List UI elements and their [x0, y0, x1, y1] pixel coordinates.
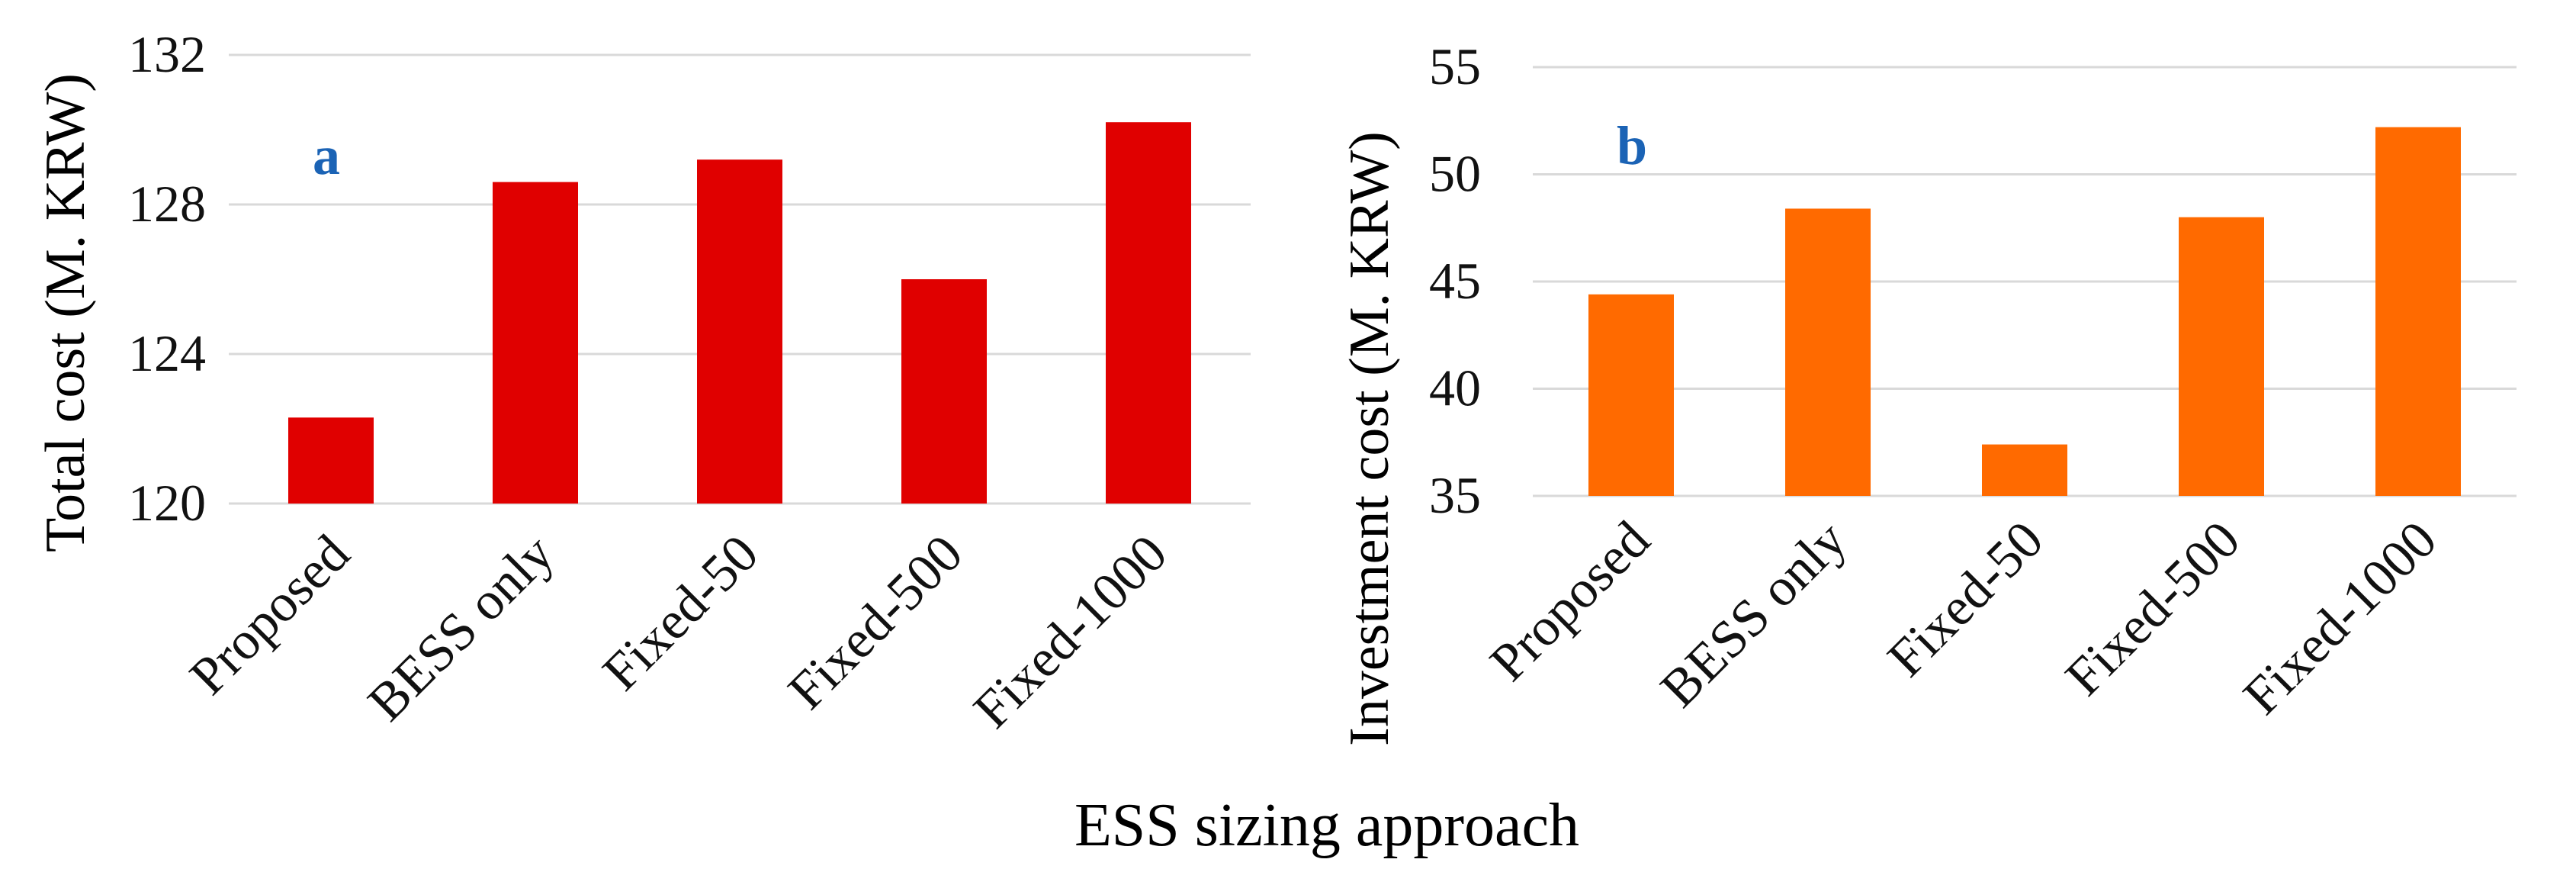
y-tick-label-b-40: 40 — [1429, 359, 1481, 417]
category-label-a-4: Fixed-500 — [777, 524, 974, 721]
bars-b — [1588, 127, 2461, 496]
category-label-a-3: Fixed-50 — [592, 524, 769, 702]
category-label-a-1: Proposed — [179, 524, 361, 706]
panel-letter-a: a — [313, 125, 340, 186]
bar-b-5 — [2375, 127, 2461, 496]
y-tick-label-b-50: 50 — [1429, 145, 1481, 203]
x-axis-label: ESS sizing approach — [1074, 792, 1579, 859]
bar-b-3 — [1982, 444, 2067, 496]
category-label-a-5: Fixed-1000 — [963, 524, 1179, 740]
panel-letter-b: b — [1617, 115, 1647, 176]
category-label-b-1: Proposed — [1479, 510, 1662, 693]
y-axis-label-a: Total cost (M. KRW) — [34, 73, 97, 552]
bar-a-5 — [1106, 122, 1191, 504]
bar-a-1 — [288, 417, 374, 504]
y-tick-label-b-35: 35 — [1429, 466, 1481, 524]
bar-a-2 — [493, 182, 578, 504]
bar-b-1 — [1588, 294, 1674, 496]
category-label-b-3: Fixed-50 — [1877, 510, 2054, 688]
gridlines-b — [1533, 66, 2517, 497]
category-label-b-5: Fixed-1000 — [2233, 510, 2449, 726]
y-tick-label-a-120: 120 — [128, 474, 206, 532]
category-label-b-4: Fixed-500 — [2054, 510, 2251, 707]
bar-a-4 — [901, 279, 987, 504]
bar-b-2 — [1785, 208, 1871, 496]
y-tick-labels-b: 35 40 45 50 55 — [1429, 37, 1481, 524]
y-tick-labels-a: 120 124 128 132 — [128, 25, 206, 532]
category-label-b-2: BESS only — [1649, 510, 1858, 719]
category-label-a-2: BESS only — [357, 524, 565, 732]
y-tick-label-a-124: 124 — [128, 324, 206, 382]
bar-a-3 — [697, 159, 782, 504]
bars-a — [288, 122, 1191, 504]
y-tick-label-b-55: 55 — [1429, 37, 1481, 95]
y-tick-label-a-128: 128 — [128, 175, 206, 233]
y-tick-label-b-45: 45 — [1429, 252, 1481, 310]
bar-b-4 — [2179, 217, 2264, 496]
y-tick-label-a-132: 132 — [128, 25, 206, 83]
y-axis-label-b: Investment cost (M. KRW) — [1338, 131, 1401, 746]
